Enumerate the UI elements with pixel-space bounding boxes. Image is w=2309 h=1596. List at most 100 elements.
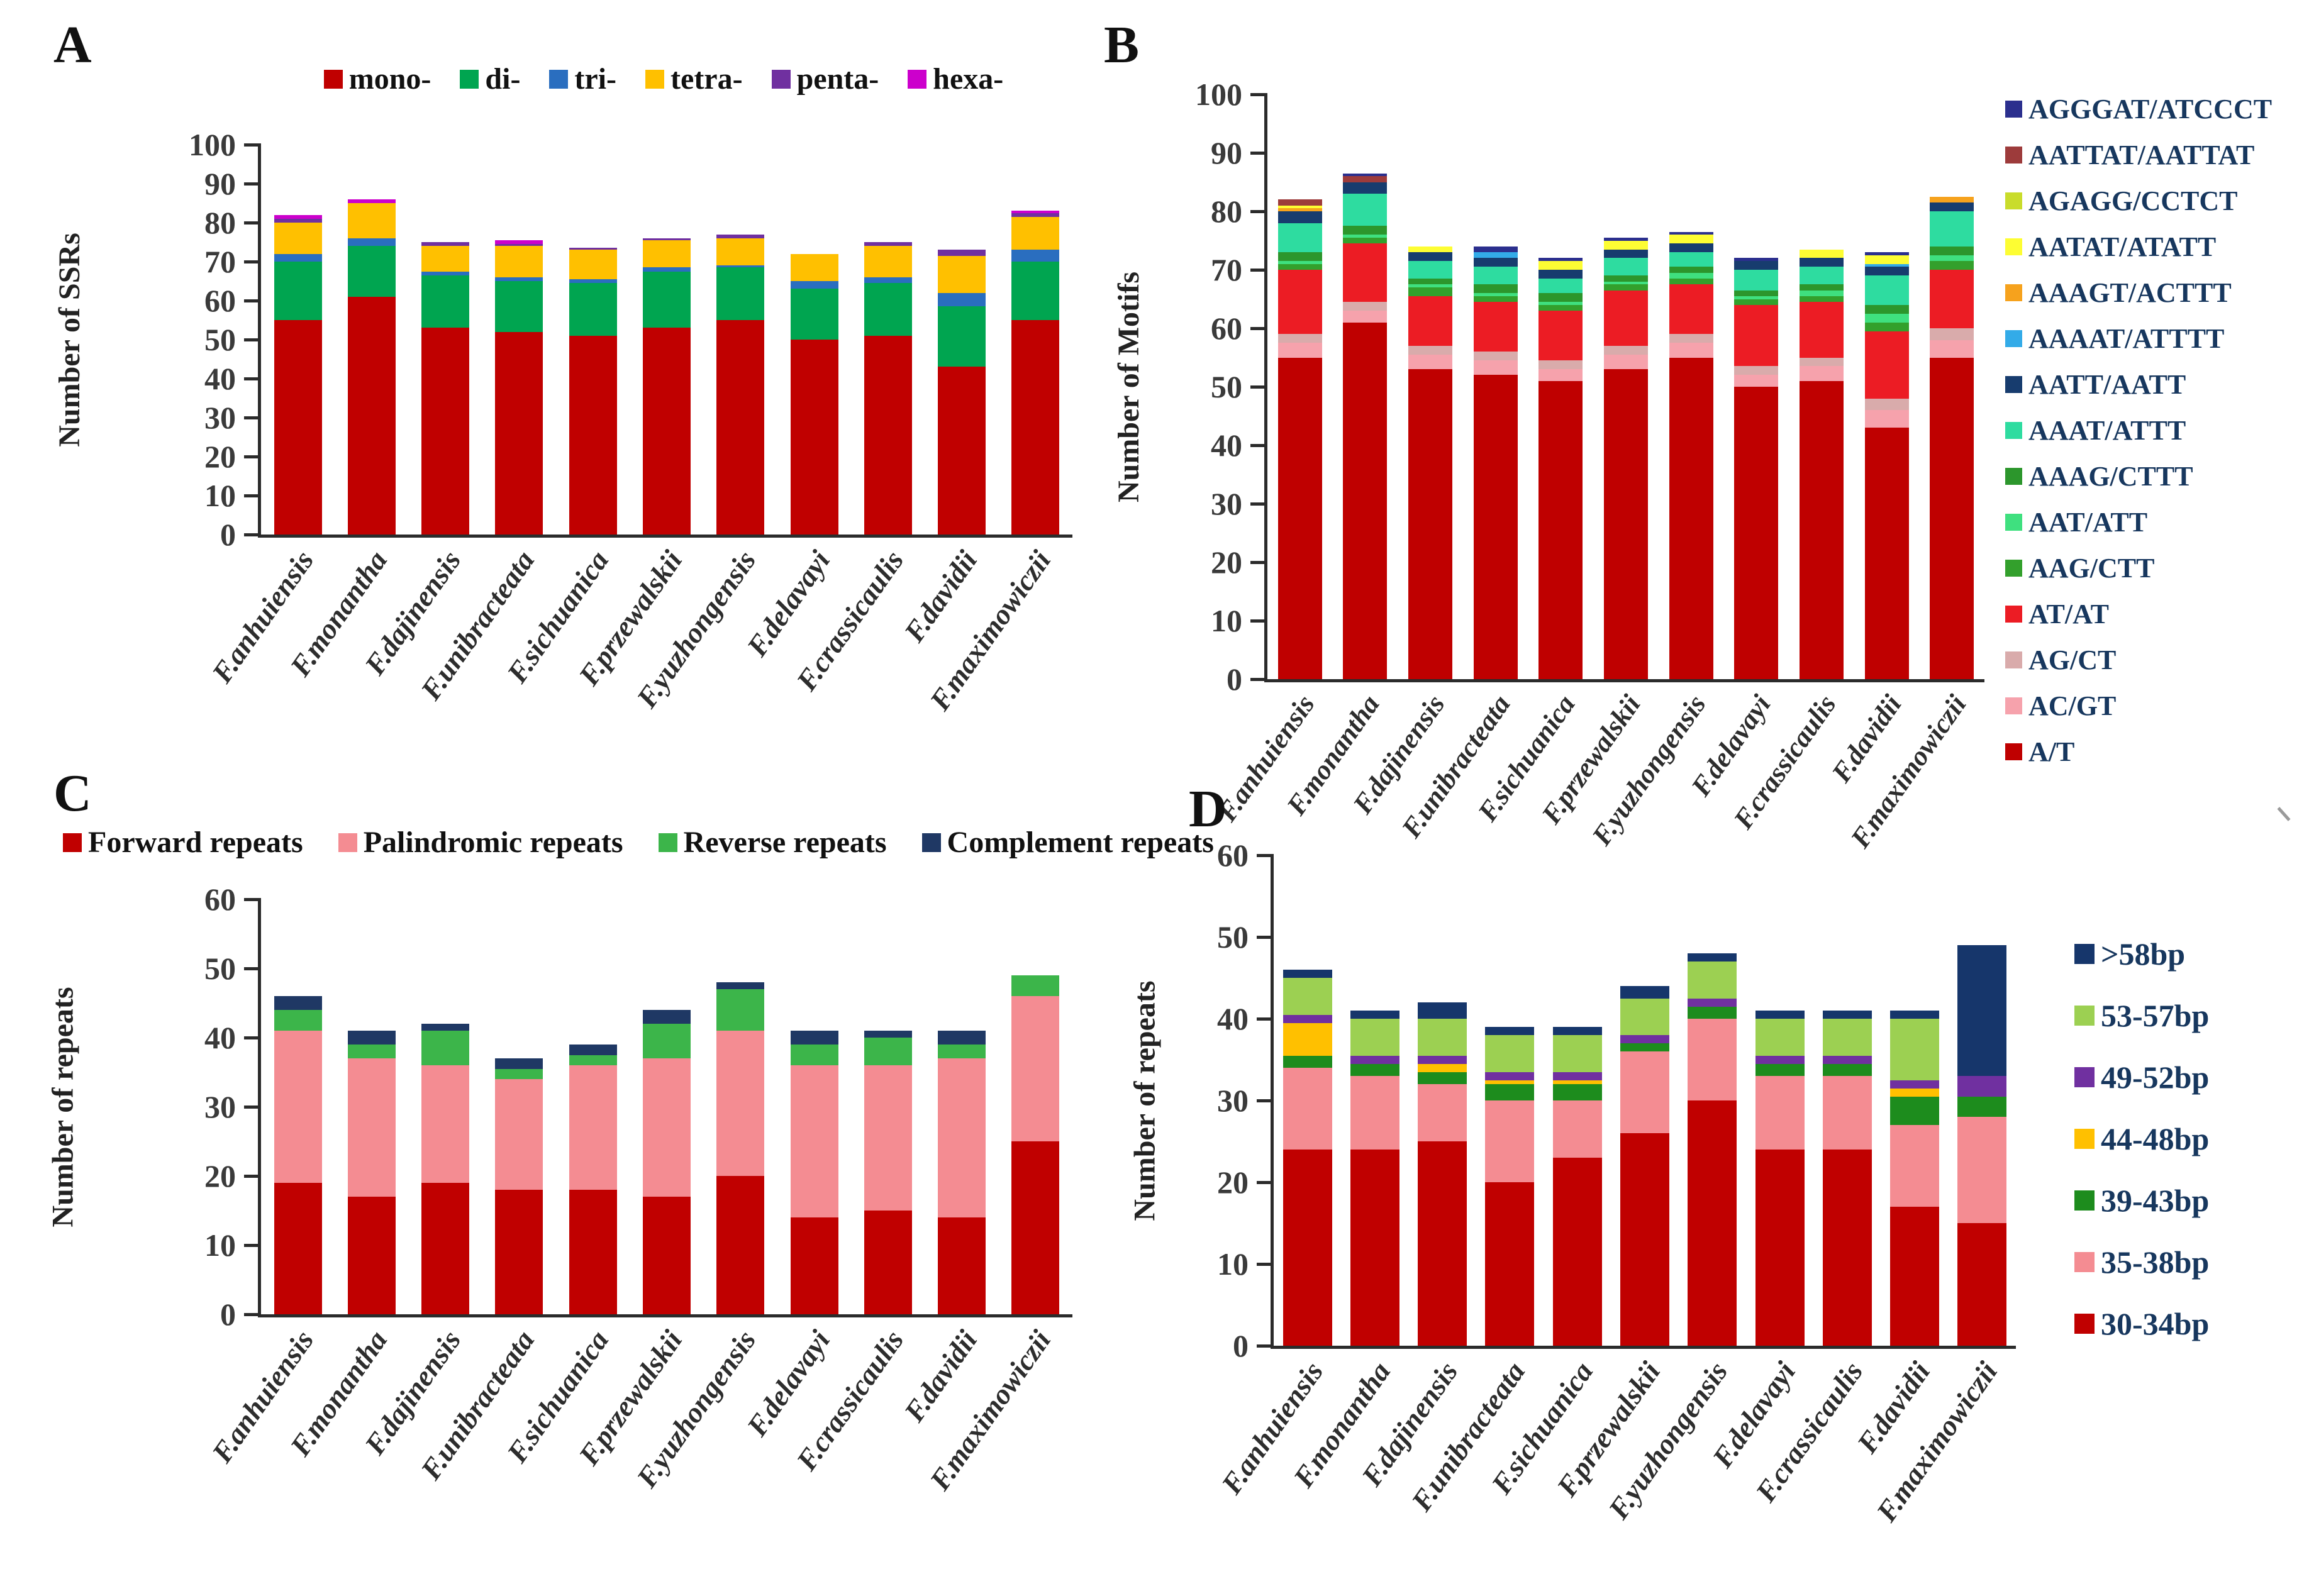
legend-label: AATAT/ATATT [2028, 231, 2217, 262]
bar-segment [1669, 231, 1713, 235]
bar-segment [1350, 1063, 1399, 1076]
stacked-bar [421, 899, 470, 1314]
stacked-bar [569, 145, 617, 535]
y-tick-mark [244, 1175, 261, 1178]
bar-segment [1408, 354, 1453, 370]
stacked-bar [716, 899, 765, 1314]
bar-segment [864, 242, 912, 247]
legend-swatch [63, 833, 82, 852]
stacked-bar [643, 899, 691, 1314]
bar-segment [938, 367, 986, 535]
bar-segment [1350, 1011, 1399, 1019]
bar-segment [1011, 1141, 1060, 1314]
bar-segment [938, 306, 986, 367]
bar-segment [1890, 1125, 1940, 1207]
bar-segment [569, 1055, 617, 1065]
bar-segment [938, 292, 986, 307]
panel-d-x-axis-labels: F.anhuiensis F.monantha F.dajinensis F.unib… [1215, 1346, 2013, 1534]
legend-item: Complement repeats [921, 825, 1214, 860]
bar-segment [1552, 1027, 1602, 1035]
y-tick-mark [244, 143, 261, 147]
y-tick-label: 10 [204, 1227, 236, 1263]
stacked-bar [495, 145, 543, 535]
bar-segment [1604, 249, 1648, 258]
bar-segment [1538, 258, 1583, 262]
panel-c-x-axis-labels: F.anhuiensis F.monantha F.dajinensis F.unib… [206, 1314, 1069, 1503]
bar-segment [347, 296, 396, 535]
bar-segment [1755, 1055, 1805, 1064]
bar-segment [1418, 1072, 1467, 1084]
legend-label: AAAGT/ACTTT [2028, 277, 2232, 308]
bar-segment [1538, 261, 1583, 270]
y-tick-label: 50 [1211, 369, 1242, 404]
bar-segment [1604, 240, 1648, 250]
panel-c-y-title-wrap: Number of repeats [38, 899, 88, 1314]
bar-segment [1930, 246, 1974, 255]
bar-segment [1864, 410, 1909, 428]
stacked-bar [1277, 94, 1322, 679]
bar-segment [1669, 334, 1713, 343]
bar-segment [790, 340, 838, 535]
legend-swatch [2074, 1067, 2095, 1087]
bar-segment [1799, 366, 1844, 381]
y-tick-mark [244, 1106, 261, 1109]
stacked-bar [938, 899, 986, 1314]
bar-segment [1408, 369, 1453, 679]
bar-segment [1277, 208, 1322, 212]
y-tick-mark [244, 1244, 261, 1247]
bar-segment [938, 1031, 986, 1045]
bar-segment [1669, 272, 1713, 279]
bar-segment [716, 320, 765, 535]
stacked-bar [864, 899, 912, 1314]
legend-item: AGGGAT/ATCCCT [2005, 93, 2272, 125]
bar-segment [274, 1010, 322, 1031]
panel-c-legend: Forward repeats Palindromic repeats Revers… [63, 825, 1214, 860]
bar-segment [1473, 293, 1518, 296]
y-tick-mark [244, 1313, 261, 1316]
y-tick-mark [1257, 936, 1274, 939]
bar-segment [274, 1183, 322, 1314]
bar-segment [938, 1045, 986, 1058]
y-tick-label: 100 [189, 127, 236, 162]
bar-segment [1669, 357, 1713, 679]
legend-label: AAAAT/ATTTT [2028, 323, 2225, 354]
bar-segment [1277, 270, 1322, 335]
bar-segment [1604, 275, 1648, 282]
stacked-bar [1890, 855, 1940, 1346]
bar-segment [569, 248, 617, 250]
bar-segment [274, 1031, 322, 1183]
bar-segment [1799, 258, 1844, 267]
legend-item: 30-34bp [2074, 1305, 2209, 1342]
legend-swatch [2005, 743, 2022, 760]
y-tick-label: 0 [1233, 1328, 1249, 1363]
y-tick-mark [244, 182, 261, 186]
bar-segment [1957, 1096, 2007, 1117]
legend-item: tetra- [645, 62, 743, 96]
bar-segment [1350, 1019, 1399, 1056]
bar-segment [1350, 1150, 1399, 1346]
panel-b: B AGGGAT/ATCCCT AATTAT/AATTAT AGAGG/CCTCT A… [1094, 13, 2309, 854]
bar-segment [495, 240, 543, 245]
legend-label: mono- [348, 62, 431, 96]
panel-a-legend: mono-di-tri-tetra-penta-hexa- [258, 62, 1069, 96]
legend-swatch [2005, 238, 2022, 255]
bar-segment [790, 1045, 838, 1065]
bar-segment [1620, 1043, 1669, 1051]
bar-segment [1343, 322, 1388, 679]
bar-segment [1277, 263, 1322, 270]
stacked-bar [1799, 94, 1844, 679]
figure-canvas: { "figure": {"background": "#ffffff"}, "… [38, 13, 2309, 1527]
bar-segment [1755, 1150, 1805, 1346]
legend-swatch [921, 833, 941, 852]
bar-segment [274, 996, 322, 1010]
y-tick-label: 40 [204, 361, 236, 396]
bar-segment [1473, 258, 1518, 267]
y-tick-label: 60 [1211, 311, 1242, 346]
bar-segment [1890, 1011, 1940, 1019]
stacked-bar [1930, 94, 1974, 679]
legend-label: >58bp [2101, 936, 2186, 972]
stacked-bar [790, 899, 838, 1314]
bar-segment [1343, 311, 1388, 323]
bar-segment [643, 1010, 691, 1024]
bar-segment [1688, 1100, 1737, 1346]
